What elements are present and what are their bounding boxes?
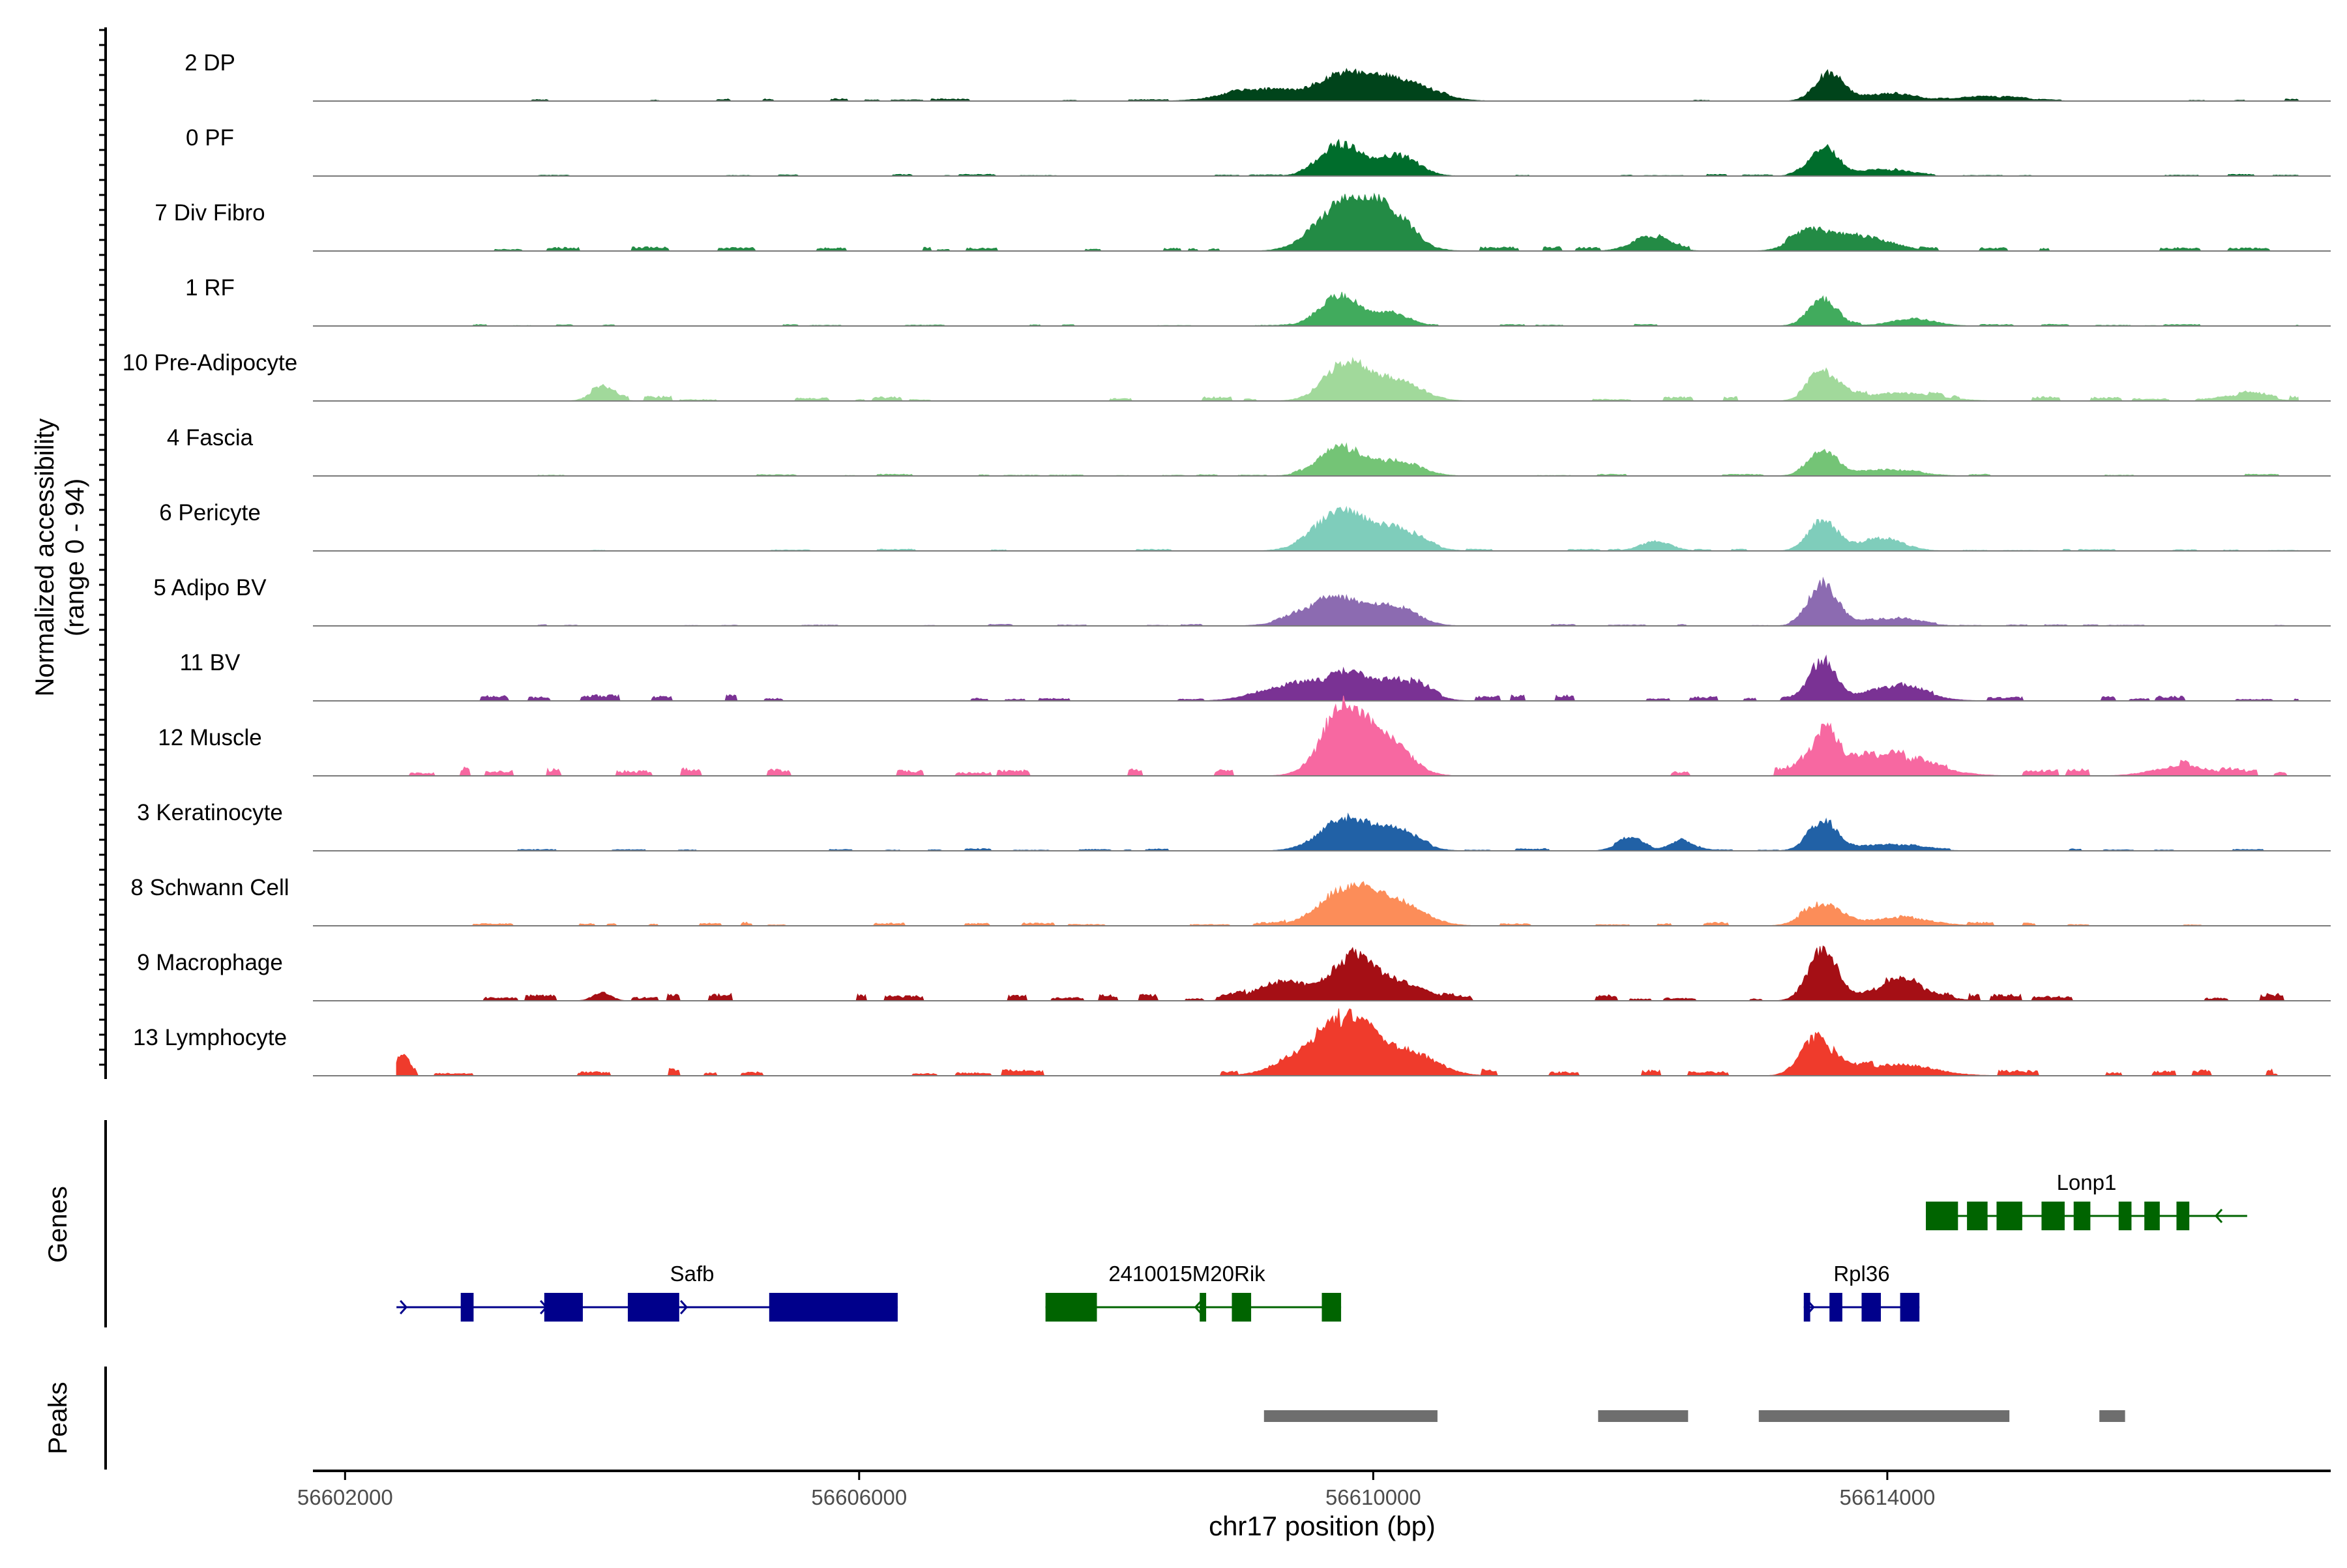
track-label: 3 Keratinocyte	[137, 800, 283, 825]
coverage-track: 2 DP	[185, 50, 2331, 102]
genes-panel-label: Genes	[44, 1186, 72, 1263]
coverage-track: 1 RF	[185, 275, 2331, 327]
track-label: 7 Div Fibro	[155, 200, 265, 226]
coverage-track: 0 PF	[186, 125, 2331, 177]
gene-exon	[1321, 1293, 1342, 1322]
coverage-y-ticks	[99, 29, 106, 1066]
track-label: 12 Muscle	[158, 725, 262, 750]
x-tick-label: 56606000	[811, 1485, 907, 1509]
y-axis-title-line2: (range 0 - 94)	[61, 479, 89, 636]
track-label: 8 Schwann Cell	[130, 875, 289, 900]
x-axis-title: chr17 position (bp)	[1209, 1511, 1436, 1541]
strand-arrow	[400, 1299, 408, 1315]
x-axis-ticks: 56602000 56606000 56610000 56614000	[297, 1471, 1935, 1509]
coverage-track: 12 Muscle	[158, 695, 2331, 777]
x-tick-label: 56614000	[1839, 1485, 1935, 1509]
gene-name-label: Safb	[670, 1262, 715, 1286]
coverage-tracks: 2 DP 0 PF 7 Div Fibro 1 RF 10 Pre-Adipocyte 4…	[123, 50, 2331, 1076]
gene-exon	[1926, 1202, 1958, 1230]
gene-exon	[769, 1293, 898, 1322]
track-label: 0 PF	[186, 125, 234, 151]
coverage-track: 8 Schwann Cell	[130, 875, 2331, 926]
coverage-track: 5 Adipo BV	[153, 575, 2331, 627]
x-tick-label: 56610000	[1325, 1485, 1421, 1509]
track-label: 4 Fascia	[167, 425, 254, 451]
gene-exon	[1200, 1293, 1207, 1322]
gene-exon	[2041, 1202, 2065, 1230]
coverage-track: 9 Macrophage	[137, 945, 2331, 1001]
strand-arrow	[680, 1299, 688, 1315]
track-label: 11 BV	[180, 650, 241, 675]
track-label: 9 Macrophage	[137, 950, 283, 975]
coverage-track: 10 Pre-Adipocyte	[123, 350, 2331, 402]
gene-exon	[1861, 1293, 1882, 1322]
coverage-track: 6 Pericyte	[159, 500, 2331, 552]
gene-model: Rpl36	[1803, 1262, 1920, 1322]
gene-exon	[2073, 1202, 2091, 1230]
peak-region-bar	[1263, 1410, 1438, 1422]
x-tick-label: 56602000	[297, 1485, 393, 1509]
gene-exon	[2176, 1202, 2190, 1230]
gene-exon	[1967, 1202, 1988, 1230]
coverage-track: 7 Div Fibro	[155, 192, 2331, 252]
peak-region-bar	[2099, 1410, 2125, 1422]
coverage-track: 11 BV	[180, 650, 2331, 702]
gene-exon	[1900, 1293, 1920, 1322]
peak-region-bar	[1598, 1410, 1689, 1422]
gene-annotations: Lonp1 Safb 2410015M20Rik Rpl36	[396, 1170, 2247, 1322]
gene-exon	[2144, 1202, 2160, 1230]
y-axis-title-line1: Normalized accessibility	[31, 419, 59, 697]
coverage-track: 13 Lymphocyte	[133, 1008, 2331, 1076]
track-label: 6 Pericyte	[159, 500, 261, 525]
strand-arrow	[1194, 1299, 1202, 1315]
gene-name-label: 2410015M20Rik	[1108, 1262, 1265, 1286]
track-label: 5 Adipo BV	[153, 575, 267, 600]
strand-arrow	[2215, 1208, 2223, 1224]
gene-model: Safb	[396, 1262, 898, 1322]
gene-exon	[1996, 1202, 2022, 1230]
track-label: 2 DP	[185, 50, 235, 76]
gene-exon	[1803, 1293, 1810, 1322]
gene-exon	[1232, 1293, 1252, 1322]
gene-model: Lonp1	[1926, 1170, 2247, 1230]
gene-model: 2410015M20Rik	[1045, 1262, 1342, 1322]
gene-name-label: Lonp1	[2057, 1170, 2117, 1194]
gene-exon	[1045, 1293, 1097, 1322]
track-label: 13 Lymphocyte	[133, 1025, 287, 1050]
track-label: 10 Pre-Adipocyte	[123, 350, 297, 376]
gene-name-label: Rpl36	[1833, 1262, 1889, 1286]
coverage-track: 3 Keratinocyte	[137, 800, 2331, 851]
coverage-area	[396, 881, 2299, 926]
track-label: 1 RF	[185, 275, 235, 301]
peak-region-bar	[1758, 1410, 2010, 1422]
gene-exon	[2118, 1202, 2132, 1230]
gene-exon	[1829, 1293, 1842, 1322]
gene-exon	[544, 1293, 583, 1322]
gene-exon	[460, 1293, 474, 1322]
coverage-track: 4 Fascia	[167, 425, 2331, 477]
gene-exon	[627, 1293, 679, 1322]
peak-regions	[1263, 1410, 2125, 1422]
y-axis-title: Normalized accessibility (range 0 - 94)	[31, 419, 89, 697]
peaks-panel-label: Peaks	[44, 1382, 72, 1454]
